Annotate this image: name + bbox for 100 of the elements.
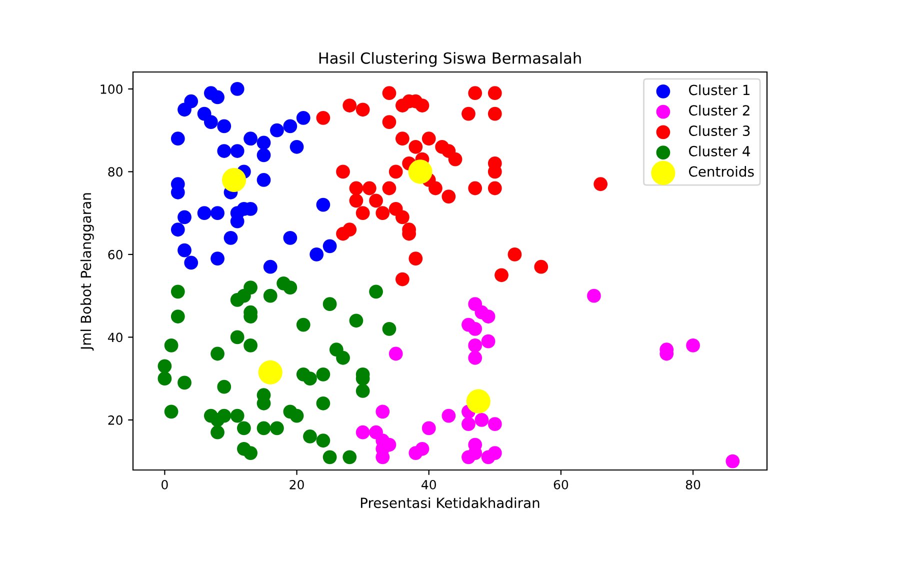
point [408,140,423,154]
x-tick-label: 40 [422,480,436,490]
point [210,206,224,220]
point [217,408,232,423]
point [408,252,423,266]
point [303,430,317,444]
point [474,412,489,427]
point [342,98,357,112]
point [428,181,442,196]
point [468,350,482,365]
point [349,181,364,196]
point [408,446,423,460]
point [230,408,244,423]
point [316,198,330,212]
x-axis-title: Presentasi Ketidakhadiran [360,497,540,508]
point [224,230,238,245]
point [494,268,508,282]
legend-label: Cluster 1 [688,84,750,96]
point [230,144,244,158]
point [415,98,430,112]
point [244,132,258,146]
point [382,86,396,100]
point [237,442,251,456]
point [164,404,178,419]
point [270,421,284,436]
point [369,194,383,208]
point [481,334,496,348]
point [263,260,278,274]
point [322,450,337,464]
point [488,181,502,196]
point [349,314,364,328]
point [276,276,291,290]
point [468,338,482,352]
point [488,417,502,432]
point [230,293,244,307]
point [296,318,310,332]
point [210,346,224,361]
point [468,181,482,196]
point [158,372,172,386]
point [356,102,370,117]
point [686,338,700,352]
point [296,110,310,125]
point [488,446,502,460]
x-tick-label: 80 [686,480,700,490]
point [178,243,192,258]
x-tick-label: 20 [290,480,304,490]
y-tick-label: 20 [108,415,122,425]
point [217,119,232,134]
point [376,206,390,220]
point [382,115,396,130]
legend-label: Cluster 4 [688,146,750,156]
point [488,106,502,121]
point [382,322,396,336]
point [316,367,330,382]
point [283,230,298,245]
legend-label: Cluster 2 [688,104,750,116]
point [303,372,317,386]
point [488,86,502,100]
point [256,136,271,150]
point [396,272,410,286]
point [508,248,522,262]
point [442,190,456,204]
point [197,206,212,220]
point [158,359,172,374]
y-tick-label: 60 [108,250,122,260]
point [462,106,476,121]
point [290,408,304,423]
point [184,94,198,108]
point [468,322,482,336]
point [594,177,608,192]
point [316,110,330,125]
point [336,164,350,179]
chart-title: Hasil Clustering Siswa Bermasalah [319,52,581,67]
y-tick-label: 40 [108,332,122,342]
point [170,132,185,146]
point [322,297,337,312]
point [422,132,436,146]
point [263,288,278,303]
point [466,389,490,414]
point [481,310,496,324]
point [204,115,218,130]
point [217,380,232,394]
point [448,152,462,166]
point [256,173,271,187]
point [396,132,410,146]
point [382,181,396,196]
point [468,86,482,100]
point [270,123,284,138]
point [356,384,370,398]
point [184,256,198,270]
point [336,350,350,365]
y-tick-label: 80 [108,167,122,177]
point [408,160,432,184]
point [388,164,403,179]
point [290,140,304,154]
point [356,425,370,440]
y-tick-label: 100 [100,84,122,94]
point [442,408,456,423]
point [283,119,298,134]
point [210,90,224,104]
